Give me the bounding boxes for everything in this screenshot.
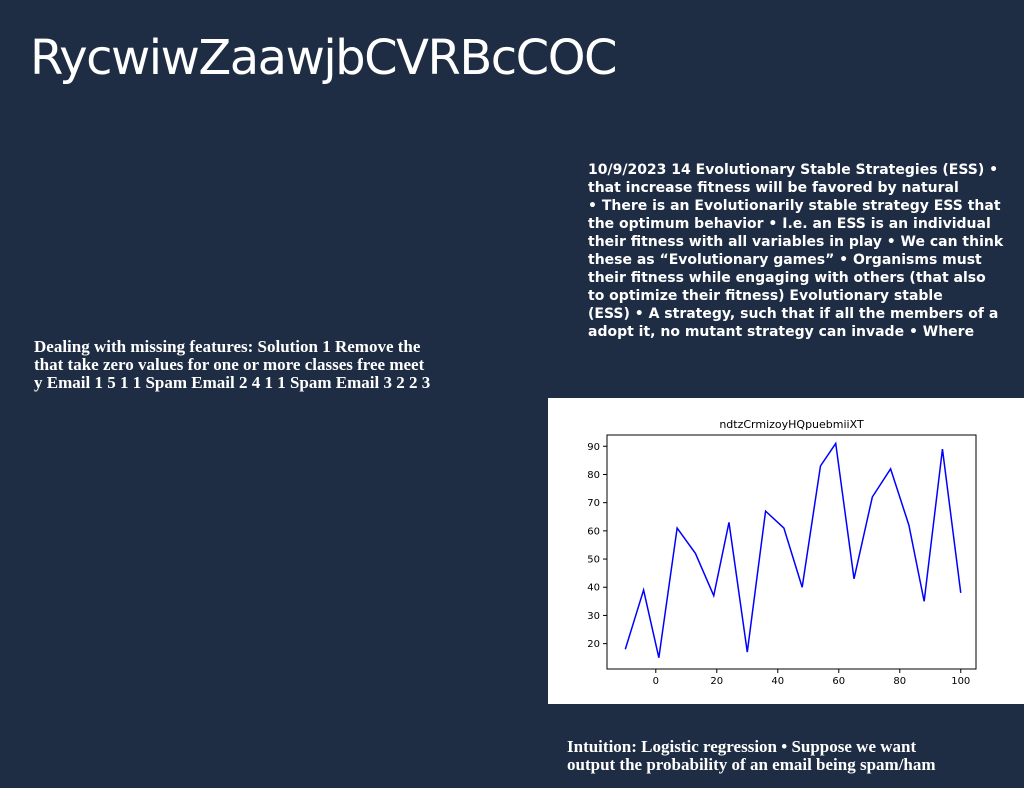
ess-text-line: to optimize their fitness) Evolutionary … [588, 288, 943, 304]
ess-text-line: (ESS) • A strategy, such that if all the… [588, 306, 999, 322]
ess-text-line: their fitness while engaging with others… [588, 270, 986, 286]
missing-features-text-line: Dealing with missing features: Solution … [34, 338, 421, 356]
x-tick-label: 40 [771, 676, 784, 687]
y-tick-label: 90 [587, 442, 600, 453]
ess-text-line: that increase fitness will be favored by… [588, 180, 959, 196]
intuition-text-line: output the probability of an email being… [567, 756, 936, 774]
ess-text-line: these as “Evolutionary games” • Organism… [588, 252, 982, 268]
x-tick-label: 0 [653, 676, 659, 687]
y-axis: 20 30 40 50 60 70 80 90 [587, 442, 607, 650]
ess-text-block: 10/9/2023 14 Evolutionary Stable Strateg… [588, 161, 1018, 341]
x-axis: 0 20 40 60 80 100 [653, 669, 970, 687]
line-chart: ndtzCrmizoyHQpuebmiiXT 2030405060708090 … [587, 418, 977, 687]
y-tick-label: 20 [587, 639, 600, 650]
intuition-text-line: Intuition: Logistic regression • Suppose… [567, 738, 917, 756]
line-chart-panel: ndtzCrmizoyHQpuebmiiXT 20 30 40 50 60 70 80 90 … [548, 398, 1024, 704]
y-tick-label: 40 [587, 583, 600, 594]
slide-title: RycwiwZaawjbCVRBcCOC [30, 30, 617, 86]
y-tick-label: 60 [587, 526, 600, 537]
chart-title: ndtzCrmizoyHQpuebmiiXT [719, 418, 864, 431]
y-tick-label: 30 [587, 611, 600, 622]
missing-features-text-block: Dealing with missing features: Solution … [34, 338, 544, 392]
ess-text-line: • There is an Evolutionarily stable stra… [588, 198, 1001, 214]
ess-text-line: their fitness with all variables in play… [588, 234, 1004, 250]
y-tick-label: 70 [587, 498, 600, 509]
ess-text-line: adopt it, no mutant strategy can invade … [588, 324, 975, 340]
x-tick-label: 20 [710, 676, 723, 687]
series-line [624, 441, 962, 658]
x-tick-label: 60 [832, 676, 845, 687]
missing-features-text-line: y Email 1 5 1 1 Spam Email 2 4 1 1 Spam … [34, 374, 431, 392]
plot-frame [606, 434, 977, 670]
y-tick-label: 80 [587, 470, 600, 481]
x-tick-label: 100 [951, 676, 970, 687]
y-tick-label: 50 [587, 555, 600, 566]
missing-features-text-line: that take zero values for one or more cl… [34, 356, 425, 374]
intuition-text-block: Intuition: Logistic regression • Suppose… [567, 738, 1024, 774]
ess-text-line: the optimum behavior • I.e. an ESS is an… [588, 216, 991, 232]
ess-text-line: 10/9/2023 14 Evolutionary Stable Strateg… [588, 162, 999, 178]
x-tick-label: 80 [893, 676, 906, 687]
